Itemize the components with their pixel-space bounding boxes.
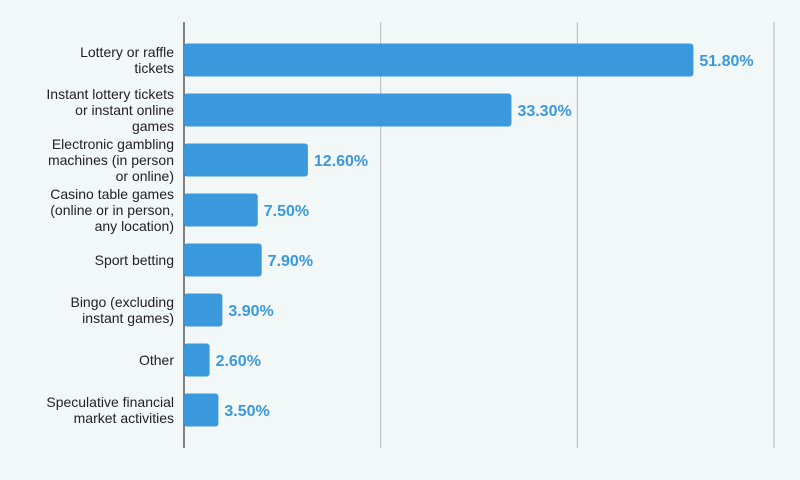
category-label: Bingo (excluding instant games): [70, 294, 174, 326]
value-label: 51.80%: [699, 53, 753, 70]
category-label: Other: [139, 352, 174, 368]
bar: [184, 393, 219, 427]
value-label: 33.30%: [517, 103, 571, 120]
category-label: Casino table games (online or in person, a…: [50, 186, 174, 234]
bar: [184, 243, 262, 277]
value-label: 3.50%: [224, 403, 269, 420]
value-label: 7.50%: [264, 203, 309, 220]
value-label: 12.60%: [314, 153, 368, 170]
category-label: Instant lottery tickets or instant online…: [46, 86, 174, 134]
category-labels: Lottery or raffle tickets Instant lottery …: [46, 44, 174, 426]
value-label: 3.90%: [228, 303, 273, 320]
value-label: 2.60%: [216, 353, 261, 370]
gridlines: [380, 22, 775, 448]
bar: [184, 143, 308, 177]
category-label: Speculative financial market activities: [46, 394, 174, 426]
bar: [184, 43, 694, 77]
value-labels: 51.80% 33.30% 12.60% 7.50% 7.90% 3.90% 2.60% 3.…: [216, 53, 754, 420]
category-label: Lottery or raffle tickets: [80, 44, 174, 76]
bars: [184, 43, 694, 427]
bar: [184, 343, 210, 377]
bar: [184, 293, 223, 327]
bar: [184, 93, 512, 127]
value-label: 7.90%: [268, 253, 313, 270]
bar: [184, 193, 258, 227]
category-label: Electronic gambling machines (in person or…: [48, 136, 174, 184]
category-label: Sport betting: [95, 252, 174, 268]
